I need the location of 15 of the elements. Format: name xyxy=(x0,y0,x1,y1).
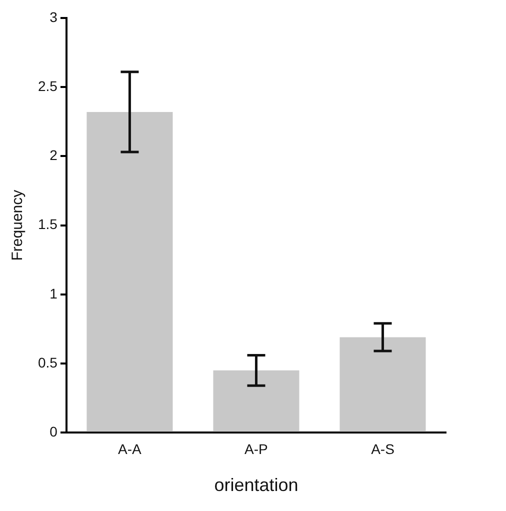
x-tick-label: A-P xyxy=(244,440,268,457)
y-axis-title: Frequency xyxy=(9,189,26,261)
y-tick-label: 2.5 xyxy=(38,78,58,94)
y-tick-label: 1 xyxy=(50,285,58,302)
y-tick-label: 1.5 xyxy=(38,216,58,232)
y-tick-label: 2 xyxy=(50,147,58,164)
x-tick-label: A-S xyxy=(371,440,394,457)
bar xyxy=(213,370,300,432)
x-tick-label: A-A xyxy=(118,440,142,457)
y-tick-label: 0 xyxy=(50,423,58,440)
x-axis-title: orientation xyxy=(214,475,298,496)
y-tick-label: 0.5 xyxy=(38,354,58,370)
bar xyxy=(86,112,173,432)
bar xyxy=(340,337,426,432)
y-tick-label: 3 xyxy=(50,8,58,25)
